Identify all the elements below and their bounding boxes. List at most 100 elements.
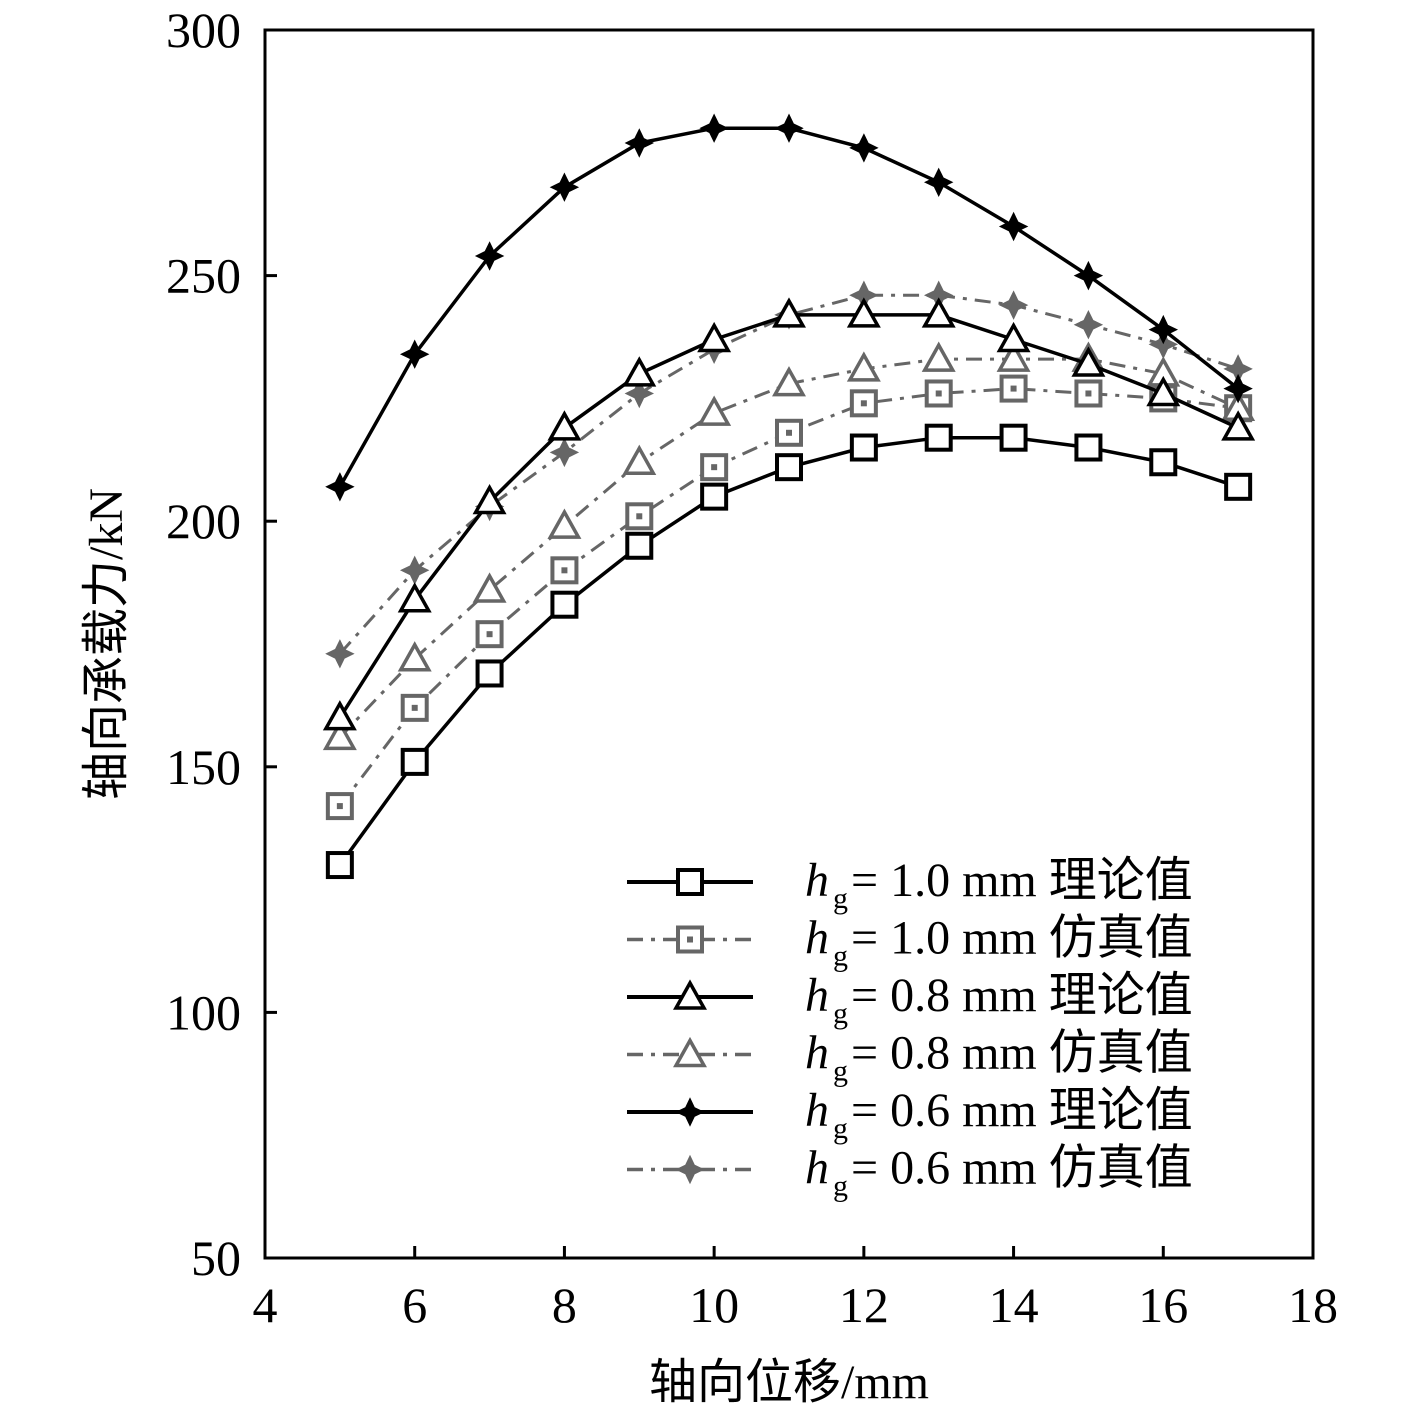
data-point — [550, 590, 579, 619]
data-point — [772, 297, 806, 328]
legend-label-text: = 1.0 mm 仿真值 — [851, 912, 1193, 965]
legend-label-subscript: g — [833, 1112, 848, 1145]
data-point-dot — [1010, 385, 1017, 392]
legend-label-text: = 0.6 mm 理论值 — [851, 1084, 1193, 1137]
legend-label-subscript: g — [833, 940, 848, 973]
x-tick-label: 16 — [1138, 1277, 1188, 1333]
data-point — [325, 851, 354, 880]
data-point-dot — [636, 513, 643, 520]
data-point — [550, 556, 579, 585]
data-point-dot — [786, 429, 792, 436]
x-tick-label: 14 — [989, 1277, 1039, 1333]
y-axis-title: 轴向承载力/kN — [80, 488, 133, 800]
data-point — [849, 433, 878, 462]
x-tick-label: 18 — [1288, 1277, 1338, 1333]
data-point — [325, 472, 355, 502]
data-point — [624, 378, 655, 409]
x-tick-label: 10 — [689, 1277, 739, 1333]
data-point — [697, 395, 732, 426]
ticks-layer: 4 6 8 10 12 14 16 18 50 100 150 200 250 300 — [166, 2, 1338, 1333]
data-point — [475, 659, 504, 688]
data-point — [700, 453, 729, 482]
y-tick-label: 150 — [166, 739, 241, 795]
series-layer — [322, 113, 1256, 880]
x-tick-label: 12 — [839, 1277, 889, 1333]
data-point-dot — [411, 704, 418, 711]
data-point — [1074, 379, 1103, 408]
legend-label-text: = 1.0 mm 理论值 — [851, 854, 1193, 907]
data-point — [923, 167, 954, 198]
data-point — [397, 582, 432, 613]
legend-label-subscript: g — [833, 882, 848, 915]
series-1 — [325, 423, 1253, 880]
data-point-dot — [561, 567, 568, 574]
data-point — [624, 128, 655, 158]
data-point — [998, 211, 1029, 242]
legend-marker — [675, 1097, 705, 1127]
legend-label-var: h — [805, 1142, 829, 1195]
data-point — [774, 113, 804, 143]
data-point — [472, 483, 507, 515]
data-point-dot — [486, 631, 493, 638]
data-point — [1149, 448, 1178, 477]
legend-label-var: h — [805, 969, 829, 1022]
data-point — [549, 172, 580, 202]
data-point — [924, 423, 953, 452]
data-point-dot — [711, 464, 718, 471]
legend-label-text: = 0.6 mm 仿真值 — [851, 1142, 1193, 1195]
data-point — [1146, 375, 1181, 407]
y-tick-label: 250 — [166, 248, 241, 304]
data-point — [625, 531, 654, 560]
x-tick-label: 8 — [552, 1277, 577, 1333]
data-point — [1074, 433, 1103, 462]
data-point — [996, 341, 1031, 372]
data-point — [397, 641, 432, 672]
data-point — [697, 321, 732, 353]
legend-label-text: = 0.8 mm 理论值 — [851, 969, 1193, 1022]
data-point — [775, 453, 803, 482]
data-point — [547, 410, 582, 441]
data-point — [846, 297, 881, 328]
legend-marker — [673, 979, 707, 1010]
x-tick-label: 6 — [402, 1277, 427, 1333]
data-point — [1073, 260, 1104, 291]
legend-label-subscript: g — [833, 997, 848, 1030]
legend-marker — [675, 1154, 705, 1185]
data-point — [700, 482, 729, 511]
data-point — [998, 290, 1029, 320]
data-point — [846, 351, 881, 382]
data-point — [475, 620, 504, 649]
data-point — [772, 366, 806, 397]
data-point — [1073, 309, 1104, 340]
data-point — [921, 341, 956, 372]
series-2 — [325, 374, 1253, 821]
plot-frame — [263, 28, 1315, 1260]
data-point — [1148, 329, 1179, 360]
legend-marker — [673, 1036, 707, 1068]
legend-marker — [676, 868, 704, 896]
data-point — [322, 700, 357, 731]
data-point-dot — [935, 390, 942, 397]
legend-label-text: = 0.8 mm 仿真值 — [851, 1027, 1193, 1080]
data-point-dot — [336, 803, 343, 810]
data-point — [399, 339, 430, 369]
data-point — [1223, 373, 1253, 404]
y-tick-label: 100 — [166, 984, 241, 1040]
data-point — [322, 719, 357, 751]
y-tick-label: 50 — [191, 1230, 241, 1286]
series-4 — [322, 341, 1256, 751]
data-point — [996, 321, 1031, 353]
data-point — [1224, 472, 1253, 501]
series-3 — [322, 297, 1256, 731]
series-5 — [325, 113, 1253, 502]
data-point — [921, 297, 956, 328]
data-point — [849, 133, 879, 163]
legend-label-var: h — [805, 912, 829, 965]
series-line — [338, 357, 1239, 739]
